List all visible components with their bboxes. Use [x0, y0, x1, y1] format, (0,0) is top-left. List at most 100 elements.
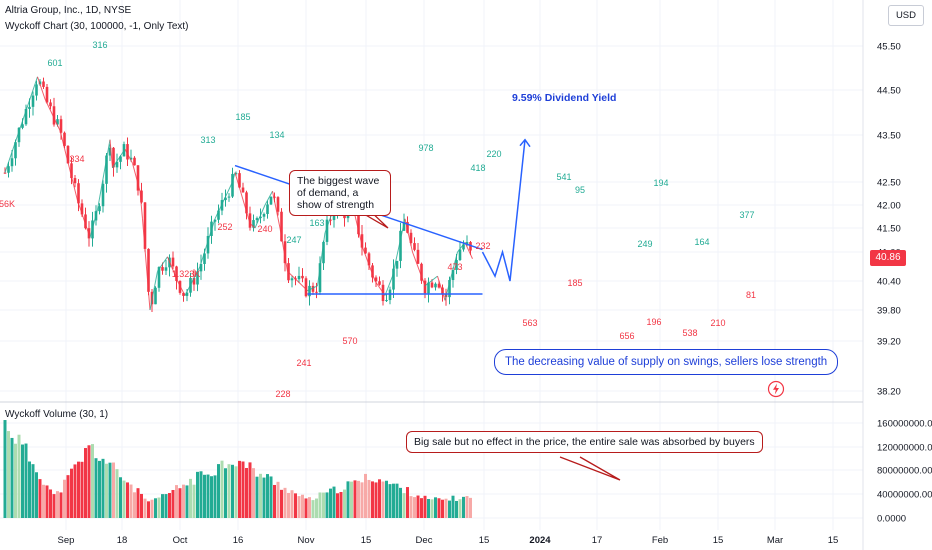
volume-bar: [266, 474, 269, 518]
volume-bar: [409, 496, 413, 518]
candle-body: [126, 144, 129, 160]
price-tick-label: 42.50: [877, 178, 901, 189]
currency-button[interactable]: USD: [887, 5, 924, 26]
candle-body: [465, 242, 469, 245]
candle-body: [140, 190, 143, 203]
candle-body: [248, 213, 252, 228]
candle-body: [10, 158, 14, 167]
wave-segment: [307, 285, 318, 292]
volume-bar: [315, 498, 318, 518]
wave-label-down: 240: [257, 224, 272, 234]
candle-body: [203, 253, 206, 264]
volume-bar: [437, 498, 441, 518]
wave-label-up: 220: [486, 149, 501, 159]
candle-body: [395, 260, 399, 269]
wave-segment: [4, 76, 38, 173]
wave-segment: [232, 172, 236, 183]
candle-body: [374, 277, 378, 282]
volume-bar: [35, 472, 38, 518]
volume-bar: [203, 474, 206, 518]
wave-segment: [272, 191, 281, 229]
volume-bar: [63, 479, 66, 518]
volume-bar: [374, 482, 378, 518]
supply-swings-callout: The decreasing value of supply on swings…: [494, 349, 839, 375]
time-tick-label: 18: [117, 535, 128, 546]
volume-bar: [70, 468, 73, 518]
candle-body: [413, 243, 416, 250]
volume-bar: [469, 497, 472, 518]
volume-bar: [31, 464, 35, 518]
wave-segment: [254, 204, 266, 229]
candle-body: [63, 132, 66, 146]
volume-bar: [255, 476, 259, 518]
candle-body: [105, 155, 108, 184]
wave-segment: [264, 190, 273, 206]
candle-body: [402, 222, 406, 231]
wave-segment: [109, 139, 113, 168]
candle-body: [392, 268, 395, 290]
wave-segment: [89, 209, 98, 238]
wave-segment: [392, 218, 406, 277]
wave-label-down: 473: [447, 262, 462, 272]
price-tick-label: 42.00: [877, 201, 901, 212]
volume-bar: [49, 489, 52, 518]
volume-bar: [196, 471, 199, 518]
wave-label-up: 601: [47, 58, 62, 68]
volume-bar: [311, 500, 315, 518]
volume-bar: [245, 467, 248, 518]
candle-body: [14, 142, 17, 159]
volume-bar: [178, 488, 182, 518]
volume-bar: [234, 466, 238, 518]
candle-body: [80, 203, 84, 215]
candle-body: [322, 241, 325, 264]
candle-body: [420, 263, 423, 281]
time-tick-label: 17: [592, 535, 603, 546]
candle-body: [360, 234, 364, 248]
candle-body: [301, 275, 304, 279]
wave-segment: [464, 242, 473, 259]
candle-body: [455, 260, 458, 270]
candle-body: [21, 124, 24, 128]
wave-segment: [177, 280, 186, 296]
candle-body: [77, 183, 80, 204]
wave-segment: [157, 256, 168, 272]
volume-bar: [332, 486, 336, 518]
candle-body: [462, 244, 465, 250]
candle-body: [199, 263, 203, 272]
candle-body: [371, 265, 374, 278]
time-tick-label: 15: [361, 535, 372, 546]
wave-segment: [112, 148, 126, 169]
volume-bar: [367, 479, 371, 518]
lightning-icon[interactable]: [767, 380, 785, 398]
wave-segment: [214, 181, 233, 220]
volume-bar: [378, 479, 381, 518]
candle-body: [434, 283, 437, 288]
volume-bar: [38, 479, 42, 518]
time-tick-label: Mar: [767, 535, 783, 546]
volume-bar: [269, 476, 273, 518]
volume-bar: [217, 464, 220, 518]
volume-tick-label: 40000000.00: [877, 490, 932, 501]
time-tick-label: 15: [713, 535, 724, 546]
volume-tick-label: 0.0000: [877, 514, 906, 525]
volume-bar: [21, 444, 24, 518]
candle-body: [115, 161, 119, 168]
volume-bar: [455, 500, 458, 518]
candle-body: [84, 214, 87, 229]
volume-bar: [91, 444, 94, 518]
candle-body: [227, 196, 231, 198]
wave-label-up: 247: [286, 235, 301, 245]
volume-bar: [427, 499, 430, 518]
volume-bar: [140, 493, 143, 518]
price-tick-label: 45.50: [877, 42, 901, 53]
candle-body: [112, 147, 115, 168]
volume-bar: [353, 480, 357, 518]
candle-body: [59, 119, 63, 133]
wave-label-up: 377: [739, 210, 754, 220]
volume-indicator-title: Wyckoff Volume (30, 1): [5, 409, 109, 420]
volume-bar: [14, 443, 17, 518]
volume-bar: [416, 495, 420, 518]
price-tick-label: 40.40: [877, 277, 901, 288]
volume-bar: [147, 501, 150, 518]
volume-bar: [3, 420, 7, 518]
